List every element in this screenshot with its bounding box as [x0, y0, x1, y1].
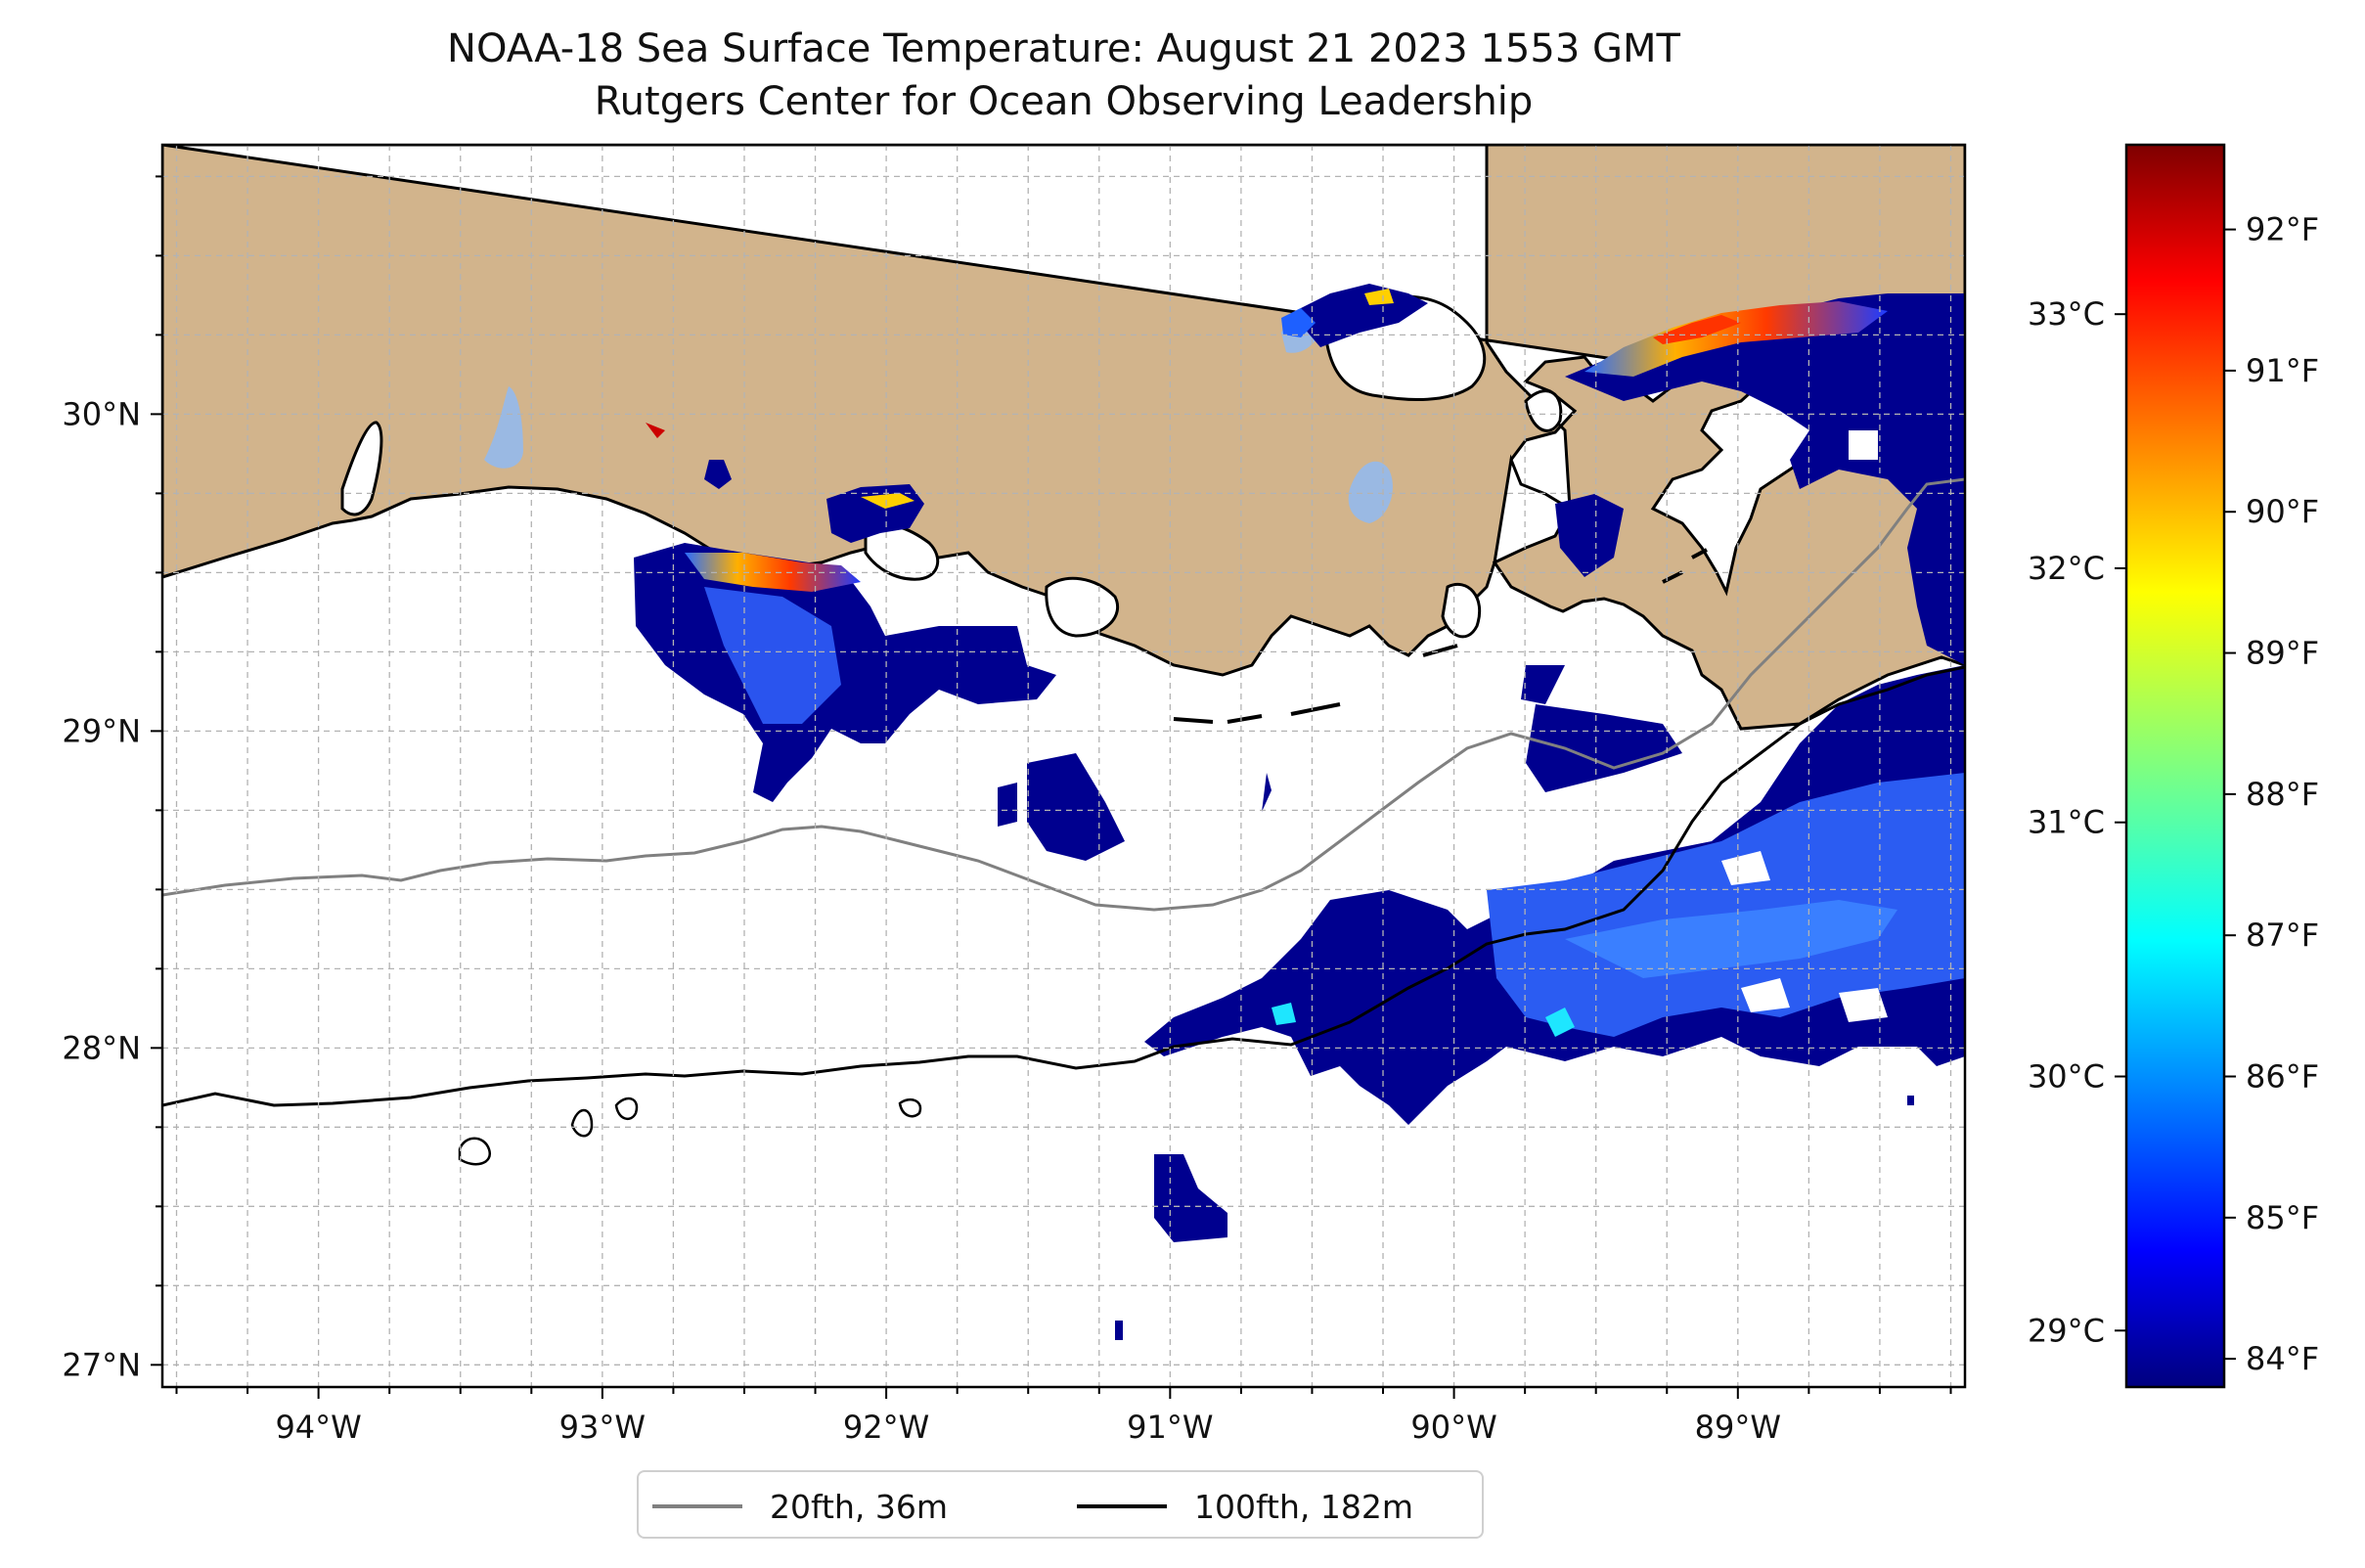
lon-tick-label: 91°W [1127, 1409, 1213, 1446]
lon-tick-label: 93°W [559, 1409, 646, 1446]
colorbar-c-tick-label: 32°C [2028, 550, 2105, 587]
colorbar-f-tick-label: 84°F [2246, 1340, 2319, 1377]
legend-item-20fth: 20fth, 36m [652, 1487, 948, 1526]
colorbar [2124, 143, 2226, 1389]
legend: 20fth, 36m 100fth, 182m [637, 1470, 1484, 1539]
colorbar-f-tick-label: 85°F [2246, 1199, 2319, 1236]
lake-salvador [1348, 461, 1393, 523]
colorbar-axes: 84°F 85°F 86°F 87°F 88°F 89°F 90°F 91°F 92°F 29°C… [2028, 211, 2319, 1378]
barrier-islands [1173, 548, 1708, 724]
bay-calcasieu [340, 421, 383, 516]
map-title: NOAA-18 Sea Surface Temperature: August … [447, 26, 1680, 71]
map-subtitle: Rutgers Center for Ocean Observing Leade… [594, 79, 1534, 124]
isobath-100fth [162, 665, 1965, 1107]
lat-tick-label: 30°N [62, 395, 141, 432]
lake-sabine [484, 386, 523, 469]
offshore-banks [458, 1097, 922, 1166]
colorbar-c-tick-label: 31°C [2028, 804, 2105, 841]
colorbar-c-tick-label: 30°C [2028, 1058, 2105, 1096]
colorbar-f-tick-label: 91°F [2246, 352, 2319, 389]
map-axes: 94°W 93°W 92°W 91°W 90°W 89°W 30°N 29°N 28°N 27°N [62, 175, 1952, 1446]
colorbar-c-tick-label: 33°C [2028, 295, 2105, 333]
colorbar-f-tick-label: 89°F [2246, 635, 2319, 672]
lon-tick-label: 90°W [1410, 1409, 1496, 1446]
legend-swatch-20fth [652, 1504, 742, 1508]
lon-tick-label: 89°W [1695, 1409, 1781, 1446]
isobath-20fth [162, 477, 1965, 912]
colorbar-c-tick-label: 29°C [2028, 1312, 2105, 1349]
lat-tick-label: 27°N [62, 1346, 141, 1383]
gridlines [162, 145, 1965, 1387]
lon-tick-label: 94°W [275, 1409, 361, 1446]
lon-tick-label: 92°W [843, 1409, 929, 1446]
legend-item-100fth: 100fth, 182m [1077, 1487, 1413, 1526]
bay-chandeleur [1524, 389, 1563, 432]
legend-swatch-100fth [1077, 1504, 1167, 1508]
colorbar-f-tick-label: 87°F [2246, 917, 2319, 954]
colorbar-f-tick-label: 86°F [2246, 1058, 2319, 1096]
lat-tick-label: 28°N [62, 1029, 141, 1066]
colorbar-f-tick-label: 90°F [2246, 493, 2319, 530]
lat-tick-label: 29°N [62, 712, 141, 749]
bay-barataria [1441, 582, 1482, 639]
legend-label-20fth: 20fth, 36m [770, 1487, 948, 1526]
map-area [162, 145, 1965, 1387]
sst-data-patches [634, 284, 1965, 1340]
colorbar-f-tick-label: 92°F [2246, 211, 2319, 248]
map-frame [160, 143, 1967, 1389]
colorbar-f-tick-label: 88°F [2246, 776, 2319, 813]
legend-label-100fth: 100fth, 182m [1194, 1487, 1413, 1526]
